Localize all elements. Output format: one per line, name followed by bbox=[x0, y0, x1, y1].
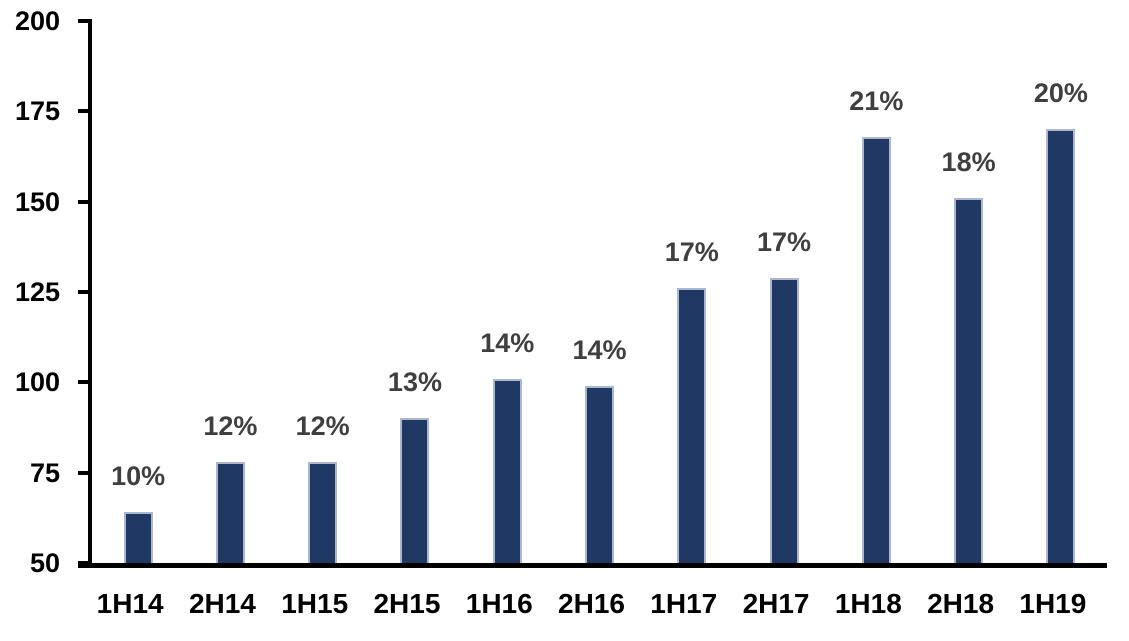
y-tick-label: 175 bbox=[14, 96, 60, 127]
bar-value-label: 18% bbox=[941, 147, 996, 178]
y-tick-label: 100 bbox=[14, 367, 60, 398]
bar-2h14 bbox=[215, 461, 245, 563]
y-axis-line bbox=[88, 19, 92, 568]
bar-2h17 bbox=[769, 277, 799, 563]
y-tick-mark bbox=[78, 380, 88, 385]
bar-value-label: 14% bbox=[572, 334, 627, 365]
bar-1h14 bbox=[123, 512, 153, 563]
x-tick-label: 1H18 bbox=[834, 588, 902, 619]
bar-1h17 bbox=[677, 288, 707, 563]
x-tick-label: 1H17 bbox=[650, 588, 718, 619]
bar-value-label: 13% bbox=[387, 367, 442, 398]
bar-value-label: 12% bbox=[203, 410, 258, 441]
bar-value-label: 17% bbox=[664, 237, 719, 268]
x-tick-label: 2H16 bbox=[558, 588, 625, 619]
bar-1h16 bbox=[492, 378, 522, 563]
bar-value-label: 14% bbox=[480, 327, 535, 358]
bar-value-label: 17% bbox=[757, 226, 812, 257]
bar-value-label: 20% bbox=[1033, 78, 1088, 109]
bar-value-label: 21% bbox=[849, 85, 904, 116]
bar-1h18 bbox=[861, 136, 891, 563]
y-tick-label: 125 bbox=[14, 277, 60, 307]
x-tick-label: 2H15 bbox=[373, 588, 441, 619]
bar-2h18 bbox=[954, 198, 984, 563]
x-axis-line bbox=[78, 563, 1107, 568]
y-tick-label: 75 bbox=[29, 457, 60, 488]
y-tick-label: 200 bbox=[14, 6, 60, 36]
x-tick-label: 2H14 bbox=[188, 588, 256, 619]
x-tick-label: 1H19 bbox=[1019, 588, 1087, 619]
x-tick-label: 1H15 bbox=[281, 588, 349, 619]
x-tick-label: 1H14 bbox=[96, 588, 164, 619]
y-tick-label: 150 bbox=[14, 186, 60, 217]
y-tick-label: 50 bbox=[29, 548, 60, 578]
bar-2h15 bbox=[400, 418, 430, 563]
y-tick-mark bbox=[78, 199, 88, 204]
bar-1h15 bbox=[308, 461, 338, 563]
x-tick-label: 2H17 bbox=[742, 588, 810, 619]
y-tick-mark bbox=[78, 290, 88, 294]
y-tick-mark bbox=[78, 19, 88, 23]
bar-1h19 bbox=[1046, 129, 1076, 563]
bar-value-label: 12% bbox=[295, 410, 350, 441]
bar-value-label: 10% bbox=[111, 461, 166, 492]
x-tick-label: 1H16 bbox=[465, 588, 533, 619]
y-tick-mark bbox=[78, 109, 88, 114]
y-tick-mark bbox=[78, 470, 88, 475]
x-tick-label: 2H18 bbox=[927, 588, 995, 619]
bar-2h16 bbox=[585, 385, 614, 563]
